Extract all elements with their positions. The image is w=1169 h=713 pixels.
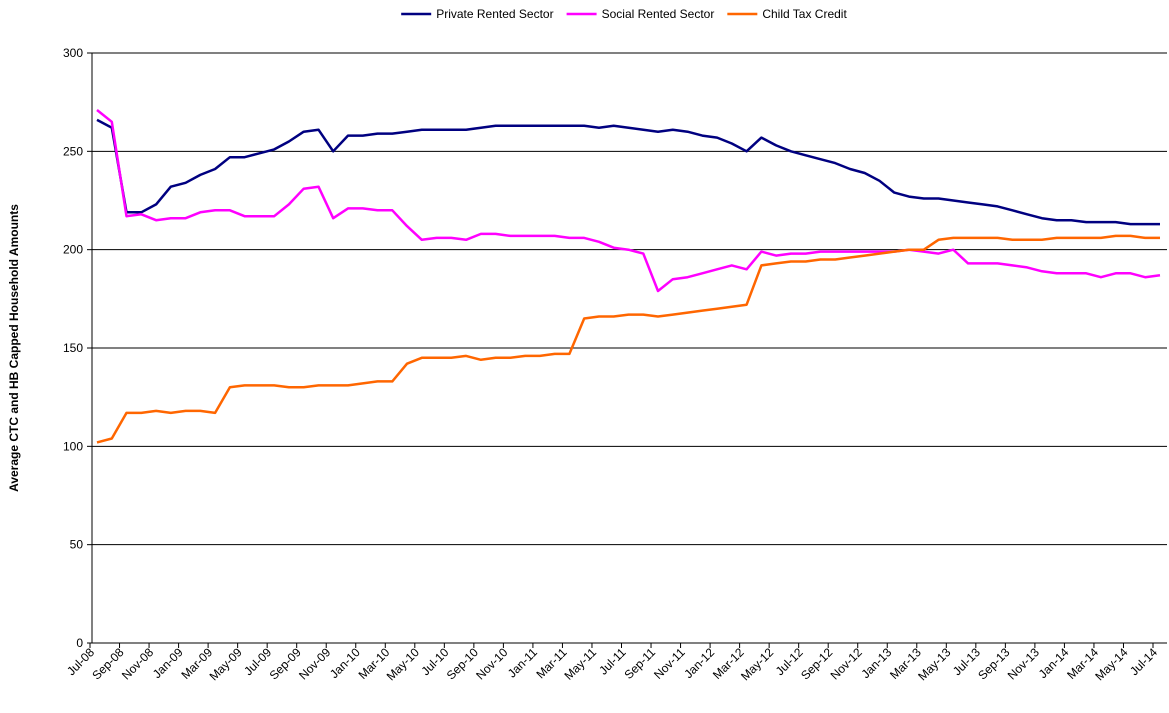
series-line <box>96 234 1160 444</box>
x-tick-label: Jan-13 <box>859 645 895 681</box>
y-tick-label: 300 <box>63 46 83 60</box>
y-tick-label: 200 <box>63 243 83 257</box>
x-tick-label: Nov-13 <box>1005 645 1042 682</box>
x-tick-label: Jan-09 <box>150 645 186 681</box>
x-tick-label: Nov-10 <box>473 645 510 682</box>
x-tick-label: Jul-14 <box>1127 645 1160 678</box>
y-tick-label: 50 <box>70 538 84 552</box>
y-tick-label: 250 <box>63 144 83 158</box>
x-tick-label: May-14 <box>1092 645 1130 683</box>
y-tick-label: 0 <box>76 636 83 650</box>
x-tick-label: Jan-14 <box>1036 645 1072 681</box>
x-tick-label: Sep-13 <box>975 645 1012 682</box>
x-tick-label: May-11 <box>562 645 600 683</box>
series-line <box>96 118 1160 226</box>
x-tick-label: May-09 <box>207 645 245 683</box>
x-tick-label: Jan-12 <box>681 645 717 681</box>
series-line <box>96 109 1161 293</box>
x-tick-label: Jan-10 <box>327 645 363 681</box>
x-tick-label: Sep-11 <box>622 645 659 682</box>
legend-label: Child Tax Credit <box>762 7 847 21</box>
x-tick-label: Nov-09 <box>296 645 333 682</box>
x-tick-label: Nov-08 <box>119 645 156 682</box>
x-tick-label: May-10 <box>384 645 422 683</box>
x-tick-label: Jan-11 <box>505 645 540 680</box>
legend-label: Private Rented Sector <box>436 7 553 21</box>
x-tick-label: Sep-10 <box>444 645 481 682</box>
x-tick-label: Nov-11 <box>651 645 688 682</box>
legend-label: Social Rented Sector <box>602 7 715 21</box>
x-tick-label: May-13 <box>915 645 953 683</box>
x-tick-label: Nov-12 <box>828 645 865 682</box>
x-tick-label: May-12 <box>738 645 776 683</box>
y-tick-label: 150 <box>63 341 83 355</box>
y-tick-label: 100 <box>63 439 83 453</box>
x-tick-label: Sep-09 <box>267 645 304 682</box>
y-axis-title: Average CTC and HB Capped Household Amou… <box>7 204 21 492</box>
x-tick-label: Sep-12 <box>798 645 835 682</box>
x-tick-label: Sep-08 <box>89 645 126 682</box>
